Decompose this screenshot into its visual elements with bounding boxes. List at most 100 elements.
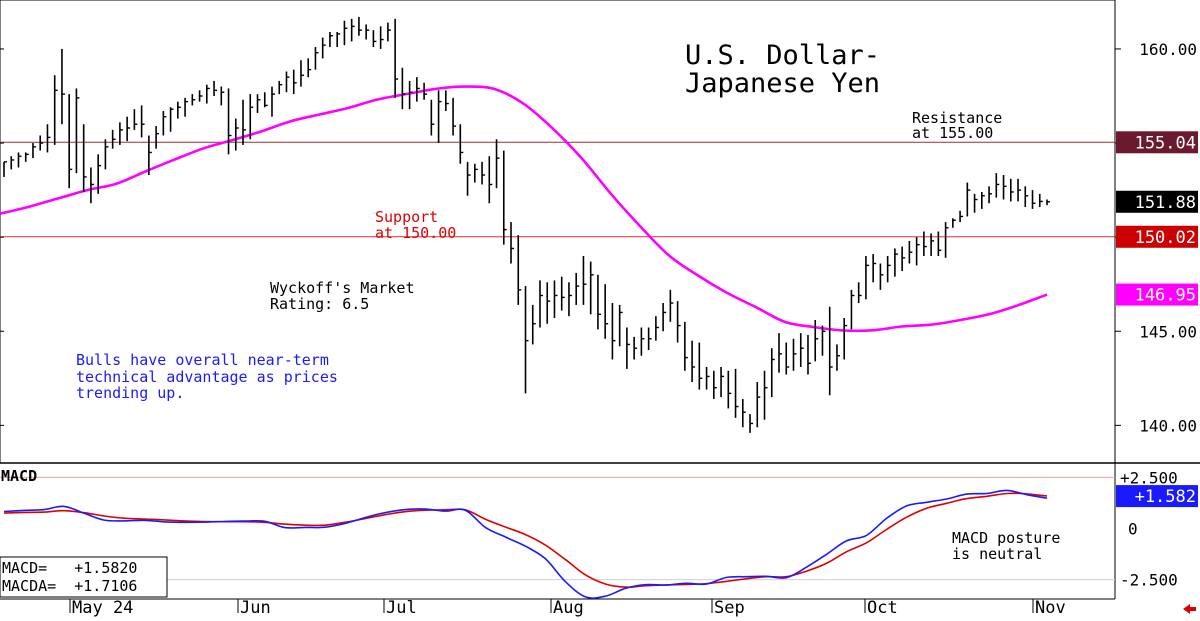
moving-average-line [0,85,1048,333]
chart-title-line-1: U.S. Dollar- [685,40,880,71]
price-bar [184,97,189,117]
price-badges: 155.04 151.88 150.02 146.95 [1116,131,1198,306]
price-bar [97,154,102,194]
price-bar [727,370,732,409]
price-bar [111,129,116,149]
price-bar [452,97,457,136]
price-bar [387,22,391,42]
price-bar [488,156,493,204]
price-bar [307,58,312,78]
price-bar [140,105,145,138]
price-bar [466,161,471,196]
macd-axis: +2.500 0 -2.500 +1.582 [1116,468,1198,590]
price-bar [908,240,913,264]
price-bar [589,261,594,315]
price-bar [430,99,435,136]
price-bar [3,161,7,177]
price-bar [437,90,442,144]
price-bar [220,86,225,106]
price-bar [329,31,333,48]
price-bar [915,237,920,266]
price-bars-group [3,16,1050,433]
price-bar [894,248,898,277]
support-note-line-1: Support [375,208,438,226]
price-bar [510,222,515,264]
price-bar [495,139,500,189]
price-bar [756,382,761,428]
price-bar [1009,178,1014,202]
price-bar [119,122,123,145]
price-badge: 151.88 [1116,190,1198,213]
price-bar [568,282,572,317]
price-bar [553,280,558,319]
price-bar [82,124,87,192]
price-bar [1046,199,1050,206]
price-bar [930,233,935,256]
price-bar [778,333,783,373]
price-bar [321,37,326,59]
price-bar [133,109,138,130]
price-bar [973,193,978,213]
price-bar [720,367,725,398]
price-bar [698,342,703,390]
price-bar [1024,186,1029,208]
price-bar [792,338,797,371]
price-bar [126,116,131,142]
price-bar [647,327,652,351]
price-bar [713,370,717,400]
left-arrow-icon[interactable] [1183,604,1196,614]
price-bar [445,90,449,112]
price-bar [524,286,529,394]
price-bar [741,399,746,428]
price-bar [836,344,840,371]
macd-series-line [3,492,1048,588]
price-bar [981,191,985,209]
svg-text:150.02: 150.02 [1135,228,1196,248]
price-bar [350,18,355,42]
price-bar [886,255,891,283]
price-bar [39,135,44,151]
macd-tick-label: +2.500 [1120,468,1178,487]
reference-lines [0,141,1115,581]
resistance-note-line-1: Resistance [912,109,1002,127]
price-bar [372,30,377,48]
price-bar [75,88,80,174]
price-tick-label: 140.00 [1139,416,1197,435]
svg-text:151.88: 151.88 [1135,193,1196,213]
price-bar [655,316,659,341]
price-bar [684,321,688,371]
date-tick-label: Jul [386,598,417,618]
macd-tick-label: -2.500 [1120,571,1178,590]
date-tick-label: May 24 [72,598,133,618]
bulls-note-line-3: trending up. [76,384,184,402]
price-bar [879,263,884,290]
price-bar [169,107,174,132]
price-bar [249,94,254,140]
price-bar [394,18,399,98]
price-bar [850,289,855,330]
price-badge: 150.02 [1116,225,1198,248]
price-bar [459,124,464,164]
price-bar [582,255,587,305]
bulls-note-line-1: Bulls have overall near-term [76,351,329,369]
date-axis: May 24 Jun Jul Aug Sep Oct Nov [69,598,1066,618]
price-tick-label: 145.00 [1139,322,1197,341]
price-bar [61,48,65,125]
price-bar [162,111,167,136]
price-bar [292,69,297,95]
price-bar [546,282,551,324]
chart-title-line-2: Japanese Yen [685,68,880,99]
macd-badge: +1.582 [1116,485,1198,508]
price-bar [669,289,674,322]
price-bar [901,246,906,272]
price-bar [1017,178,1022,202]
price-bar [278,80,283,95]
price-bar [944,222,949,258]
price-bar [242,99,247,145]
price-bar [763,370,768,420]
date-tick-label: Aug [553,598,584,618]
macd-readout-line-2: MACDA= +1.7106 [2,577,137,595]
price-bar [872,254,877,283]
price-bar [227,88,232,155]
